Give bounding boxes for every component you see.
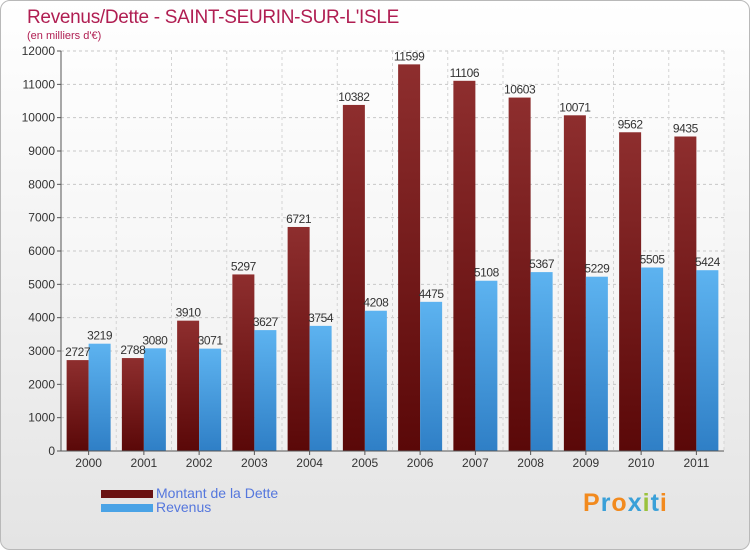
y-tick-label: 6000 — [28, 244, 55, 258]
data-label-revenus: 3080 — [142, 333, 168, 347]
data-label-dette: 10071 — [559, 100, 591, 114]
y-tick-label: 0 — [48, 444, 55, 458]
y-tick-label: 8000 — [28, 177, 55, 191]
x-tick-label: 2007 — [462, 456, 489, 470]
bar-dette — [674, 136, 697, 451]
logo-letter: i — [642, 489, 651, 517]
bar-revenus — [475, 280, 498, 451]
bar-revenus — [364, 310, 387, 451]
data-label-revenus: 3627 — [253, 315, 279, 329]
bar-dette — [121, 358, 144, 451]
x-tick-label: 2009 — [573, 456, 600, 470]
bar-revenus — [696, 270, 719, 451]
data-label-revenus: 4208 — [363, 296, 389, 310]
x-tick-label: 2002 — [186, 456, 213, 470]
data-label-dette: 9562 — [618, 117, 644, 131]
data-label-dette: 3910 — [176, 306, 202, 320]
legend-swatch-revenus — [101, 504, 153, 512]
data-label-dette: 2727 — [65, 345, 91, 359]
bar-dette — [398, 64, 421, 451]
bar-dette — [453, 80, 476, 452]
proxiti-logo: Proxiti — [583, 489, 668, 518]
bar-dette — [342, 104, 365, 451]
bar-dette — [287, 226, 310, 451]
bar-revenus — [420, 301, 443, 451]
data-label-revenus: 3071 — [198, 334, 224, 348]
bar-revenus — [585, 276, 608, 451]
data-label-dette: 6721 — [286, 212, 312, 226]
legend-label-debt: Montant de la Dette — [156, 485, 279, 501]
logo-letter: o — [611, 489, 628, 517]
data-label-revenus: 3219 — [87, 329, 113, 343]
data-label-dette: 5297 — [231, 259, 257, 273]
y-tick-label: 7000 — [28, 211, 55, 225]
y-tick-label: 5000 — [28, 277, 55, 291]
y-tick-label: 3000 — [28, 344, 55, 358]
bar-revenus — [254, 330, 277, 451]
x-tick-label: 2008 — [517, 456, 544, 470]
x-tick-label: 2003 — [241, 456, 268, 470]
bar-revenus — [641, 267, 664, 451]
bar-revenus — [143, 348, 166, 451]
data-label-revenus: 5505 — [640, 253, 666, 267]
bar-dette — [177, 320, 200, 451]
logo-letter: x — [627, 489, 643, 517]
data-label-revenus: 5108 — [474, 266, 500, 280]
bar-dette — [66, 360, 89, 451]
x-tick-label: 2006 — [407, 456, 434, 470]
bar-dette — [508, 97, 531, 452]
x-tick-label: 2010 — [628, 456, 655, 470]
y-tick-label: 10000 — [22, 111, 56, 125]
data-label-revenus: 5229 — [584, 262, 610, 276]
y-tick-label: 9000 — [28, 144, 55, 158]
data-label-dette: 9435 — [673, 122, 699, 136]
x-tick-label: 2000 — [75, 456, 102, 470]
legend-label-revenus: Revenus — [156, 499, 212, 515]
data-label-dette: 10382 — [338, 90, 370, 104]
x-tick-label: 2005 — [352, 456, 379, 470]
logo-letter: P — [583, 489, 601, 517]
data-label-revenus: 4475 — [419, 287, 445, 301]
bar-revenus — [88, 343, 111, 451]
data-label-revenus: 3754 — [308, 311, 334, 325]
y-tick-label: 4000 — [28, 311, 55, 325]
x-tick-label: 2011 — [683, 456, 709, 470]
data-label-dette: 2788 — [120, 343, 146, 357]
legend-swatch-debt — [101, 490, 153, 498]
y-tick-label: 2000 — [28, 377, 55, 391]
chart-title: Revenus/Dette - SAINT-SEURIN-SUR-L'ISLE — [27, 7, 400, 28]
y-tick-label: 1000 — [28, 411, 55, 425]
logo-letter: i — [659, 489, 668, 517]
bar-dette — [232, 274, 255, 451]
bar-revenus — [199, 348, 222, 451]
data-label-dette: 11599 — [394, 49, 425, 63]
bar-dette — [619, 132, 642, 451]
x-tick-label: 2001 — [131, 456, 158, 470]
data-label-dette: 11106 — [450, 66, 480, 80]
data-label-dette: 10603 — [504, 83, 536, 97]
bar-dette — [563, 115, 586, 452]
x-tick-label: 2004 — [296, 456, 323, 470]
data-label-revenus: 5367 — [529, 257, 555, 271]
y-tick-label: 11000 — [23, 77, 56, 91]
bar-revenus — [530, 272, 553, 451]
logo-letter: t — [650, 489, 660, 517]
y-tick-label: 12000 — [22, 44, 56, 58]
bar-revenus — [309, 325, 332, 451]
logo-letter: r — [600, 489, 612, 517]
data-label-revenus: 5424 — [695, 255, 721, 269]
chart-subtitle: (en milliers d'€) — [27, 30, 102, 42]
